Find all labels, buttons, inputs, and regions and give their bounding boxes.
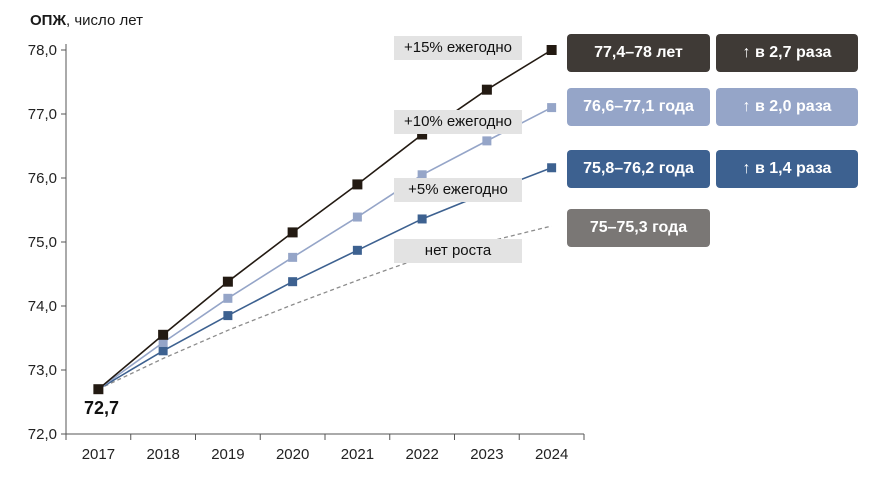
scenario-label-10: +10% ежегодно — [394, 110, 522, 134]
series-point — [288, 277, 298, 287]
series-line — [97, 49, 553, 390]
result-box-5: 75,8–76,2 года — [567, 150, 710, 188]
series-point — [352, 245, 362, 255]
series-point — [417, 214, 427, 224]
y-axis-title-bold: ОПЖ — [30, 12, 67, 29]
series-point — [288, 252, 298, 262]
y-tick-label: 75,0 — [28, 234, 57, 251]
x-tick-label: 2018 — [146, 446, 179, 463]
scenario-label-no-growth: нет роста — [394, 239, 522, 263]
series-point — [481, 84, 492, 95]
y-tick-label: 76,0 — [28, 170, 57, 187]
y-tick-label: 74,0 — [28, 298, 57, 315]
y-tick-label: 73,0 — [28, 362, 57, 379]
series-point — [158, 346, 168, 356]
y-tick-label: 78,0 — [28, 42, 57, 59]
x-tick-label: 2023 — [470, 446, 503, 463]
series-line — [98, 225, 552, 390]
result-box-10: 76,6–77,1 года — [567, 88, 710, 126]
series-point — [352, 212, 362, 222]
x-tick-label: 2020 — [276, 446, 309, 463]
y-axis-title: ОПЖ, число лет — [30, 12, 143, 29]
series-point — [158, 329, 169, 340]
y-tick-label: 72,0 — [28, 426, 57, 443]
series-point — [287, 227, 298, 238]
series-point — [482, 136, 492, 146]
series-point — [223, 311, 233, 321]
growth-box-15: ↑ в 2,7 раза — [716, 34, 858, 72]
series-point — [546, 45, 557, 55]
series-point — [352, 179, 363, 190]
x-tick-label: 2021 — [341, 446, 374, 463]
series-point — [93, 384, 104, 395]
series-line — [97, 106, 552, 390]
x-tick-label: 2019 — [211, 446, 244, 463]
x-tick-label: 2024 — [535, 446, 568, 463]
result-box-15: 77,4–78 лет — [567, 34, 710, 72]
y-axis-title-rest: , число лет — [66, 12, 143, 29]
scenario-label-5: +5% ежегодно — [394, 178, 522, 202]
growth-box-10: ↑ в 2,0 раза — [716, 88, 858, 126]
x-tick-label: 2022 — [405, 446, 438, 463]
growth-box-5: ↑ в 1,4 раза — [716, 150, 858, 188]
series-point — [547, 163, 557, 173]
y-tick-label: 77,0 — [28, 106, 57, 123]
series-point — [417, 170, 427, 180]
series-point — [158, 337, 168, 347]
series-point — [547, 103, 557, 113]
result-box-no-growth: 75–75,3 года — [567, 209, 710, 247]
series-point — [417, 129, 428, 140]
series-point — [223, 293, 233, 303]
x-tick-label: 2017 — [82, 446, 115, 463]
series-point — [222, 276, 233, 287]
scenario-label-15: +15% ежегодно — [394, 36, 522, 60]
start-value-label: 72,7 — [84, 398, 120, 418]
